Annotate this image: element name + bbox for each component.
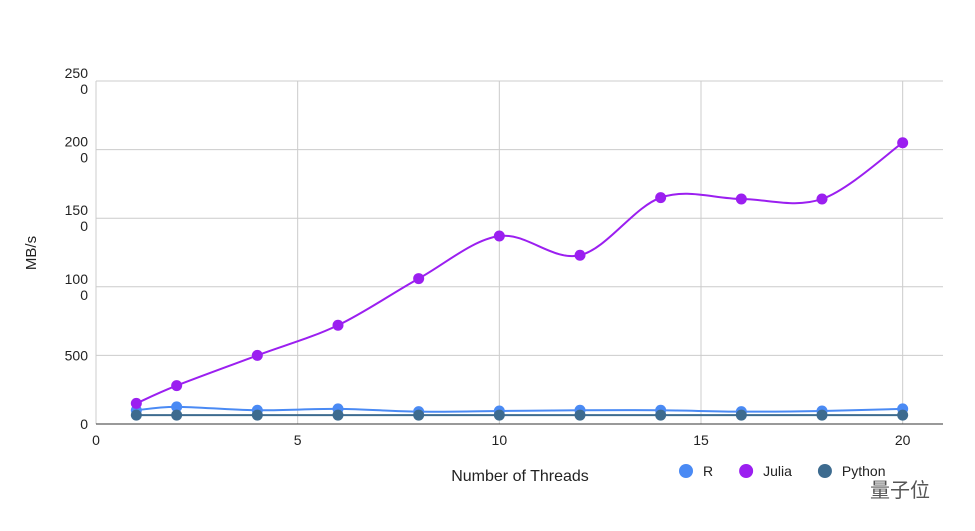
y-tick-label: 150 0 <box>65 202 89 234</box>
data-point <box>735 409 747 421</box>
data-point <box>332 319 344 331</box>
data-point <box>655 192 667 204</box>
legend-label: Python <box>842 463 886 479</box>
watermark: 量子位 <box>870 479 930 502</box>
y-axis-label: MB/s <box>23 236 40 270</box>
series-line <box>135 141 904 405</box>
x-tick-label: 0 <box>92 432 100 448</box>
y-tick-label: 250 0 <box>65 65 89 97</box>
y-tick-text: 0 <box>80 287 88 303</box>
y-tick-label: 500 <box>65 347 89 363</box>
data-point <box>171 401 183 413</box>
y-tick-text: 250 <box>65 65 89 81</box>
data-point <box>574 409 586 421</box>
legend-label: Julia <box>763 463 792 479</box>
data-point <box>171 380 183 392</box>
y-tick-text: 200 <box>65 134 89 150</box>
data-point <box>816 409 828 421</box>
data-point <box>130 409 142 421</box>
x-tick-label: 20 <box>895 432 911 448</box>
y-tick-label: 200 0 <box>65 134 89 166</box>
y-tick-text: 0 <box>80 218 88 234</box>
data-point <box>413 273 425 285</box>
data-point <box>897 137 909 149</box>
data-point <box>251 409 263 421</box>
x-tick-label: 15 <box>693 432 709 448</box>
data-point <box>332 409 344 421</box>
data-point <box>493 230 505 242</box>
data-point <box>574 249 586 261</box>
y-tick-text: 100 <box>65 271 89 287</box>
data-point <box>735 193 747 205</box>
x-tick-label: 10 <box>492 432 508 448</box>
data-point <box>816 193 828 205</box>
data-point <box>493 409 505 421</box>
series-line <box>136 405 903 413</box>
legend-marker <box>817 464 832 478</box>
data-point <box>171 409 183 421</box>
legend-marker <box>679 464 693 478</box>
x-axis-label: Number of Threads <box>451 468 589 485</box>
data-point <box>251 349 263 361</box>
legend-label: R <box>703 463 713 479</box>
y-tick-label: 100 0 <box>65 271 89 303</box>
y-tick-text: 0 <box>80 150 88 166</box>
data-point <box>130 397 142 409</box>
y-tick-label: 0 <box>80 416 88 432</box>
data-point <box>413 409 425 421</box>
y-tick-text: 0 <box>80 81 88 97</box>
data-point <box>897 409 909 421</box>
data-point <box>655 409 667 421</box>
y-tick-text: 150 <box>65 202 89 218</box>
x-tick-label: 5 <box>294 432 302 448</box>
legend-marker <box>739 464 754 478</box>
